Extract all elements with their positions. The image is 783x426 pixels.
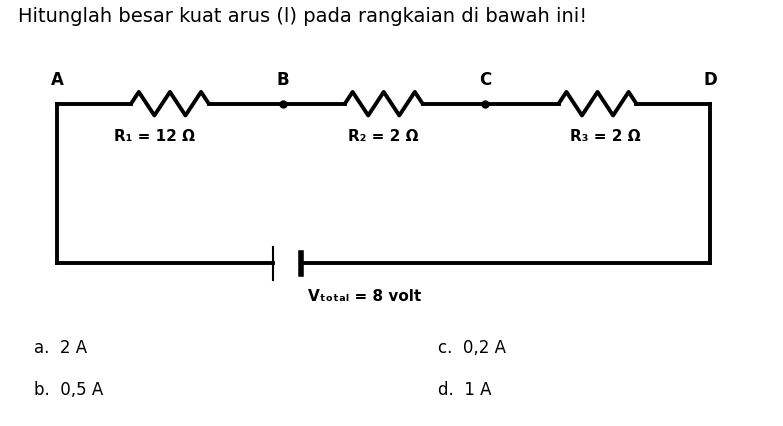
Text: Vₜₒₜₐₗ = 8 volt: Vₜₒₜₐₗ = 8 volt <box>309 289 421 304</box>
Text: R₃ = 2 Ω: R₃ = 2 Ω <box>570 129 640 144</box>
Text: B: B <box>276 71 289 89</box>
Text: Hitunglah besar kuat arus (l) pada rangkaian di bawah ini!: Hitunglah besar kuat arus (l) pada rangk… <box>18 7 587 26</box>
Text: D: D <box>703 71 717 89</box>
Text: C: C <box>478 71 491 89</box>
Text: a.  2 A: a. 2 A <box>34 339 87 357</box>
Text: c.  0,2 A: c. 0,2 A <box>438 339 506 357</box>
Text: R₁ = 12 Ω: R₁ = 12 Ω <box>114 129 195 144</box>
Text: d.  1 A: d. 1 A <box>438 381 492 399</box>
Text: R₂ = 2 Ω: R₂ = 2 Ω <box>348 129 419 144</box>
Text: b.  0,5 A: b. 0,5 A <box>34 381 103 399</box>
Text: A: A <box>51 71 63 89</box>
